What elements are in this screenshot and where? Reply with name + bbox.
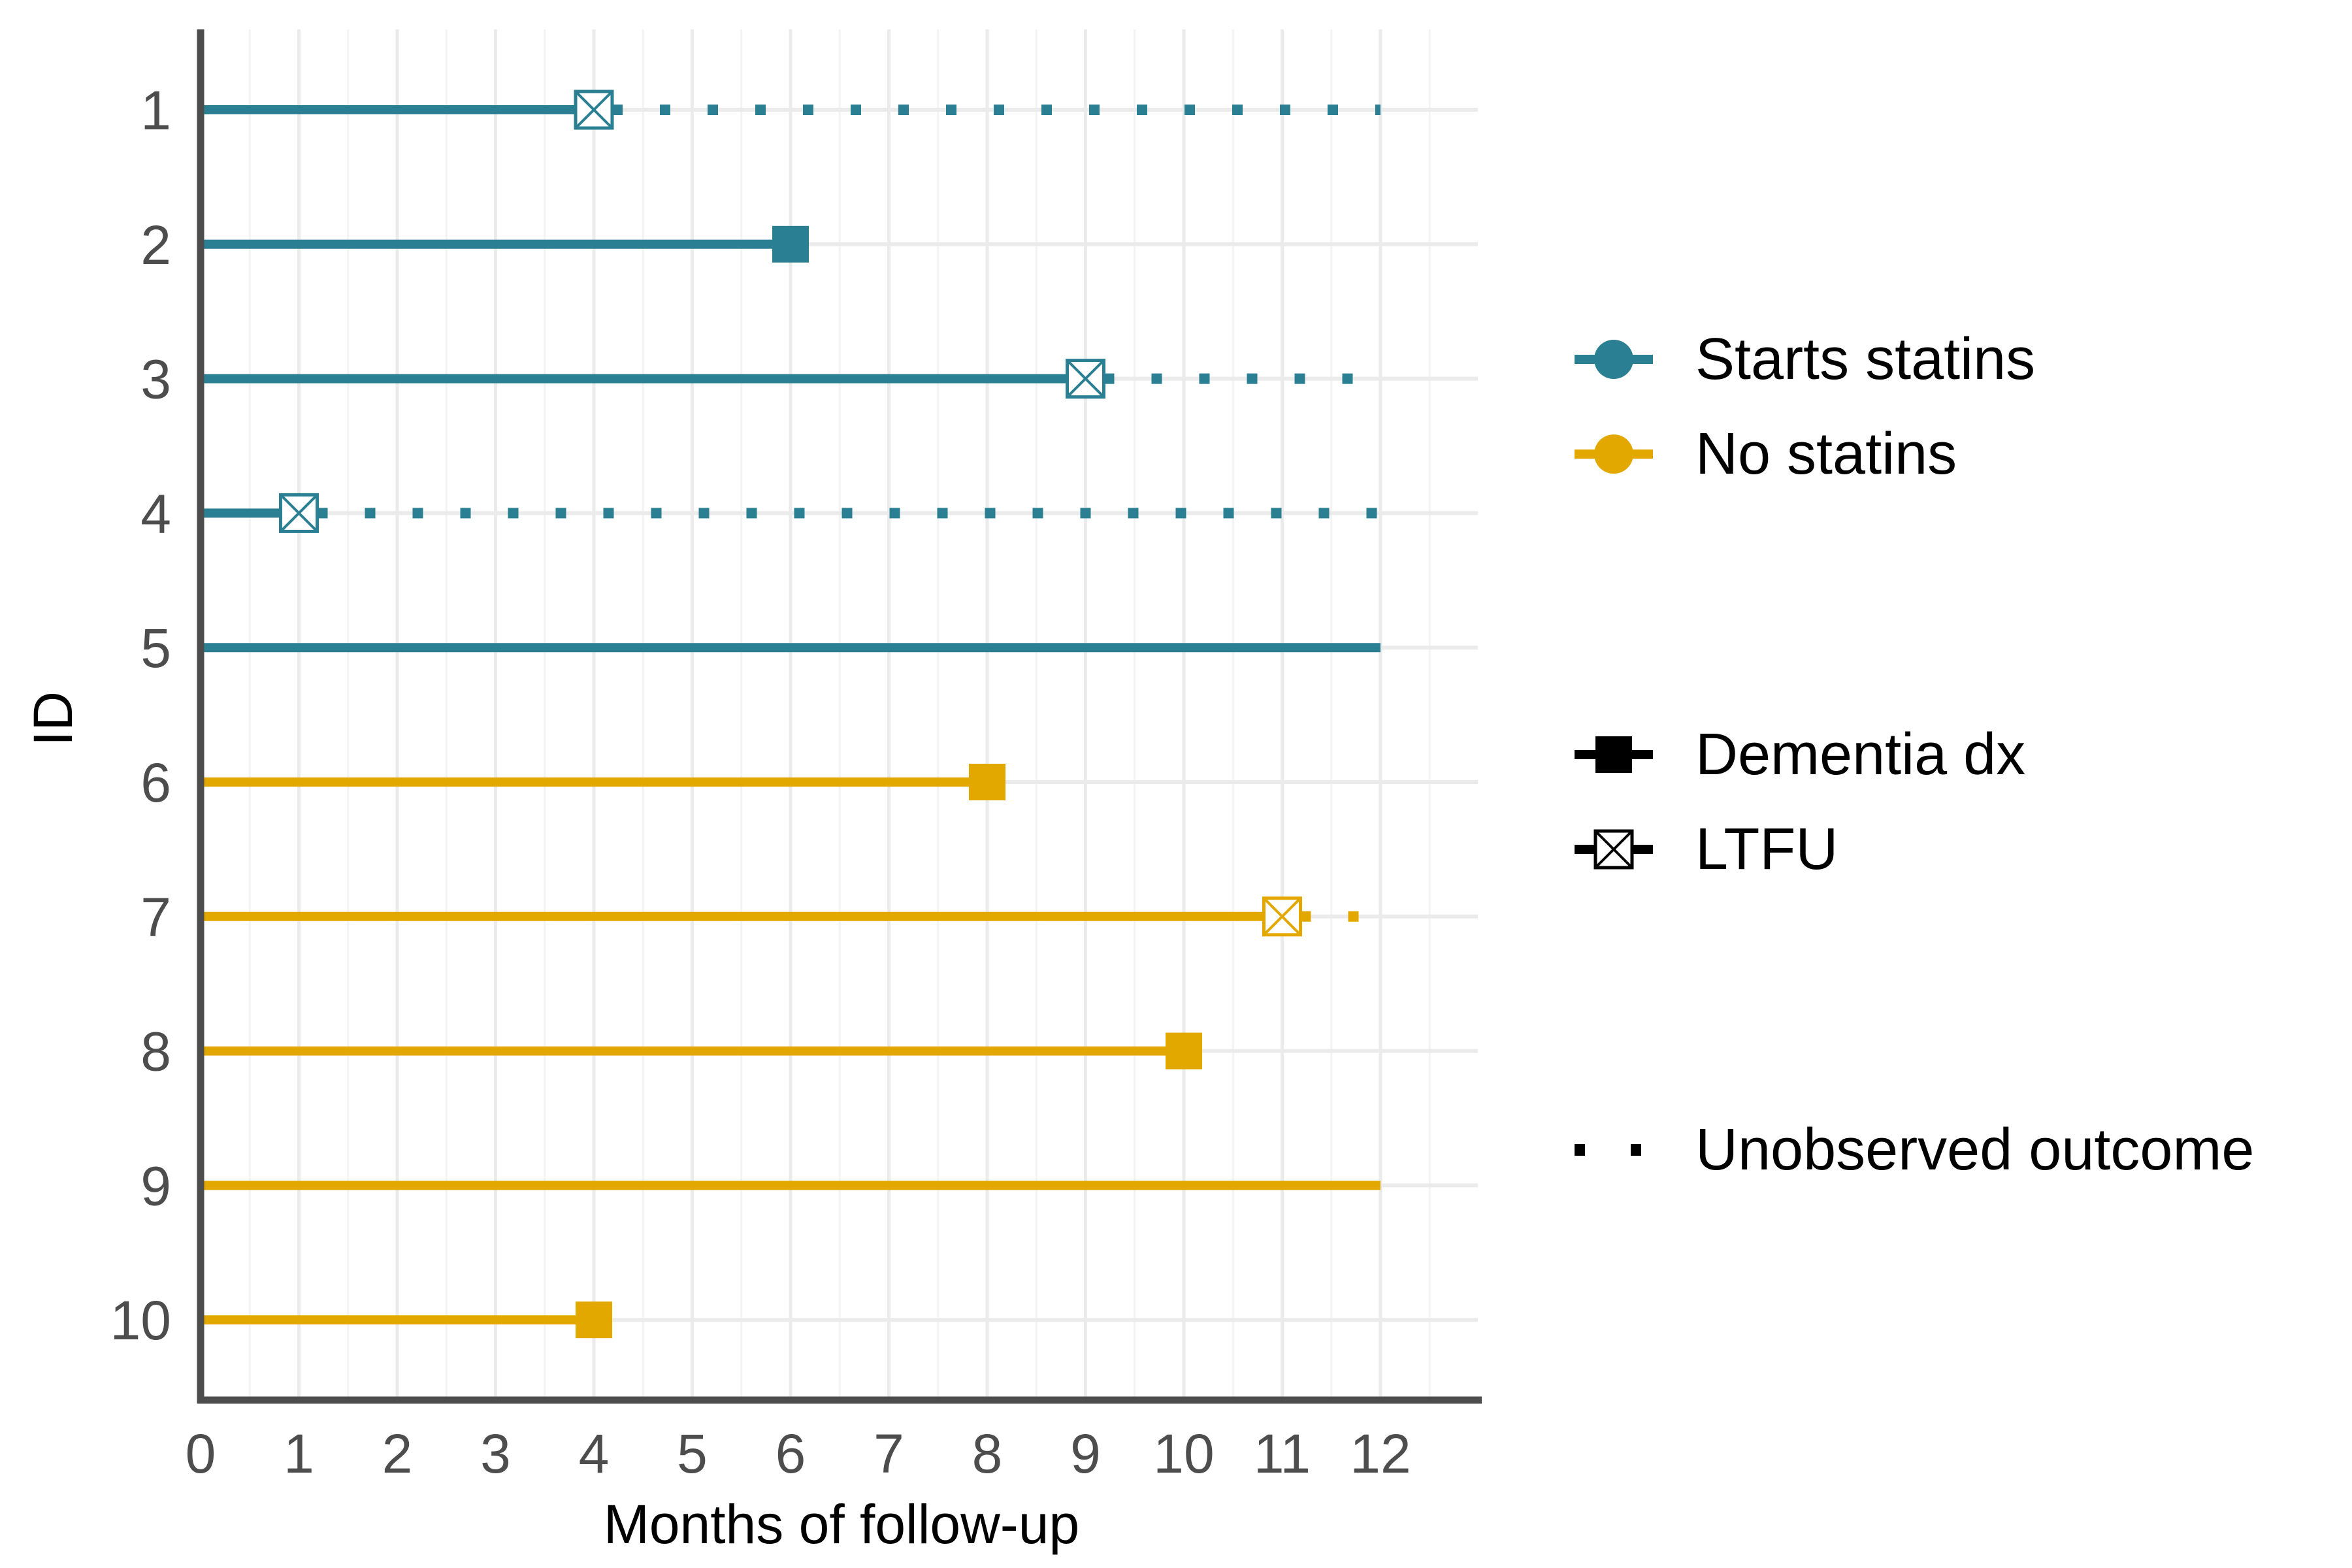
dementia-marker <box>576 1301 612 1339</box>
x-tick-label: 8 <box>972 1423 1003 1484</box>
dementia-marker <box>969 764 1005 800</box>
legend-label: Dementia dx <box>1695 722 2025 787</box>
timeline-row-1 <box>201 90 1380 130</box>
x-tick-label: 10 <box>1153 1423 1214 1484</box>
y-axis-title: ID <box>22 691 84 746</box>
timeline-row-10 <box>201 1301 612 1339</box>
ltfu-marker-cross <box>1594 830 1633 869</box>
y-tick-label: 2 <box>140 214 171 276</box>
legend-item-no_statins: No statins <box>1575 421 1957 487</box>
legend-swatch-square <box>1595 736 1632 773</box>
ltfu-marker <box>574 90 614 130</box>
x-tick-label: 3 <box>480 1423 511 1484</box>
legend-label: Unobserved outcome <box>1695 1117 2254 1183</box>
y-tick-label: 9 <box>140 1155 171 1217</box>
timeline-row-8 <box>201 1032 1202 1070</box>
x-tick-label: 1 <box>284 1423 314 1484</box>
legend-item-statins: Starts statins <box>1575 327 2035 392</box>
timeline-row-6 <box>201 764 1005 800</box>
x-tick-label: 7 <box>874 1423 904 1484</box>
legend-swatch-dot <box>1575 1144 1585 1156</box>
x-tick-label: 0 <box>186 1423 216 1484</box>
y-tick-label: 8 <box>140 1021 171 1083</box>
y-tick-label: 5 <box>140 617 171 679</box>
y-tick-label: 4 <box>140 483 171 544</box>
x-tick-label: 9 <box>1070 1423 1101 1484</box>
legend-item-unobserved: Unobserved outcome <box>1575 1117 2254 1183</box>
dementia-marker <box>772 225 809 263</box>
y-tick-labels: 1 2 3 4 5 6 7 8 9 10 <box>110 80 171 1351</box>
ltfu-marker <box>1262 896 1302 937</box>
ltfu-marker <box>1066 359 1105 399</box>
x-tick-label: 11 <box>1254 1423 1311 1484</box>
ltfu-marker-cross <box>1066 359 1105 399</box>
y-tick-label: 6 <box>140 752 171 813</box>
ltfu-marker-cross <box>1263 897 1301 936</box>
legend-swatch-dot <box>1594 434 1633 474</box>
legend-label: Starts statins <box>1695 327 2035 392</box>
x-tick-label: 12 <box>1350 1423 1411 1484</box>
legend: Starts statins No statins Dementia dx LTFU U… <box>1575 327 2254 1183</box>
timeline-row-2 <box>201 225 809 263</box>
grid-lines <box>201 29 1478 1397</box>
legend-swatch-dot <box>1594 340 1633 379</box>
timeline-row-4 <box>201 493 1380 533</box>
ltfu-marker-cross <box>280 493 318 532</box>
x-tick-label: 2 <box>382 1423 413 1484</box>
y-tick-label: 1 <box>140 80 171 141</box>
dementia-marker <box>1166 1032 1202 1070</box>
ltfu-marker <box>279 493 319 533</box>
x-tick-label: 4 <box>579 1423 610 1484</box>
timeline-row-7 <box>201 896 1380 937</box>
legend-item-ltfu: LTFU <box>1575 817 1838 882</box>
ltfu-marker <box>1593 829 1634 870</box>
ltfu-marker-cross <box>574 90 613 129</box>
x-tick-label: 5 <box>677 1423 708 1484</box>
timeline-series <box>201 90 1380 1339</box>
legend-item-dementia: Dementia dx <box>1575 722 2025 787</box>
x-tick-labels: 0 1 2 3 4 5 6 7 8 9 10 11 12 <box>186 1423 1411 1484</box>
y-tick-label: 7 <box>140 887 171 948</box>
legend-swatch-dot <box>1631 1144 1641 1156</box>
x-tick-label: 6 <box>776 1423 806 1484</box>
legend-label: LTFU <box>1695 817 1838 882</box>
y-tick-label: 10 <box>110 1290 171 1351</box>
axes <box>197 29 1482 1404</box>
timeline-row-3 <box>201 359 1380 399</box>
x-axis-title: Months of follow-up <box>604 1494 1079 1555</box>
legend-label: No statins <box>1695 421 1957 487</box>
y-tick-label: 3 <box>140 349 171 410</box>
